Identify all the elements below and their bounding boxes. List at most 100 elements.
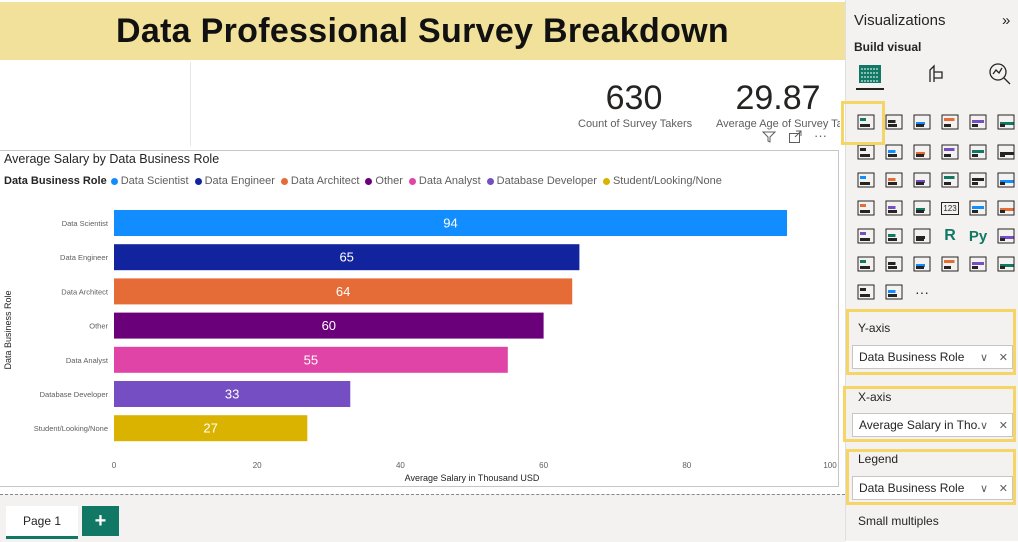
kpi-value: 29.87: [735, 79, 821, 117]
line-chart-icon[interactable]: [854, 140, 878, 164]
r-visual-icon[interactable]: R: [938, 224, 962, 248]
more-options-icon[interactable]: ···: [814, 128, 827, 143]
line-clustered-column-icon[interactable]: [966, 140, 990, 164]
data-label: 64: [336, 284, 350, 299]
category-label: Other: [89, 322, 108, 331]
gauge-icon[interactable]: [910, 196, 934, 220]
data-label: 33: [225, 387, 239, 402]
y-axis-field[interactable]: Data Business Role ∨ ✕: [852, 345, 1013, 369]
kpi-icon[interactable]: [994, 196, 1018, 220]
legend-label: Student/Looking/None: [612, 175, 722, 187]
kpi-card-count[interactable]: 630 Count of Survey Takers: [578, 78, 692, 130]
stacked-bar-chart-icon[interactable]: [854, 110, 878, 134]
clustered-column-chart-icon[interactable]: [938, 110, 962, 134]
bar[interactable]: [114, 312, 544, 339]
filled-map-icon[interactable]: [882, 196, 906, 220]
legend-item[interactable]: Data Analyst: [408, 175, 481, 187]
area-chart-icon[interactable]: [882, 140, 906, 164]
matrix-icon[interactable]: [910, 224, 934, 248]
category-label: Database Developer: [40, 390, 109, 399]
100-column-chart-icon[interactable]: [994, 110, 1018, 134]
report-title: Data Professional Survey Breakdown: [116, 11, 729, 50]
legend-swatch: [486, 177, 494, 185]
legend-swatch: [365, 177, 373, 185]
narrative-icon[interactable]: [910, 252, 934, 276]
stacked-area-chart-icon[interactable]: [910, 140, 934, 164]
qa-icon[interactable]: [882, 252, 906, 276]
chevron-down-icon[interactable]: ∨: [980, 351, 989, 364]
x-tick-label: 60: [539, 461, 548, 470]
kpi-card-age[interactable]: 29.87 Average Age of Survey Ta: [716, 78, 840, 130]
bar[interactable]: [114, 244, 580, 271]
collapse-pane-button[interactable]: »: [1002, 12, 1011, 29]
bar[interactable]: [114, 278, 573, 305]
legend-swatch: [408, 177, 416, 185]
page-tab-1[interactable]: Page 1: [6, 506, 78, 539]
scatter-chart-icon[interactable]: [910, 168, 934, 192]
legend-item[interactable]: Data Architect: [280, 175, 360, 187]
more-visuals-icon[interactable]: ···: [910, 280, 934, 304]
pie-chart-icon[interactable]: [938, 168, 962, 192]
treemap-icon[interactable]: [994, 168, 1018, 192]
line-column-chart-icon[interactable]: [938, 140, 962, 164]
legend-item[interactable]: Other: [365, 175, 403, 187]
legend-item[interactable]: Data Scientist: [110, 175, 189, 187]
metrics-icon[interactable]: [938, 252, 962, 276]
chart-title: Average Salary by Data Business Role: [4, 152, 220, 166]
build-visual-icon[interactable]: [856, 60, 884, 90]
card-icon[interactable]: 123: [938, 196, 962, 220]
python-visual-icon[interactable]: Py: [966, 224, 990, 248]
100-bar-chart-icon[interactable]: [966, 110, 990, 134]
legend-item[interactable]: Student/Looking/None: [602, 175, 722, 187]
focus-mode-icon[interactable]: [788, 130, 802, 147]
power-automate-icon[interactable]: [854, 280, 878, 304]
table-icon[interactable]: [882, 224, 906, 248]
bar[interactable]: [114, 210, 788, 236]
x-axis-field[interactable]: Average Salary in Tho... ∨ ✕: [852, 413, 1013, 437]
x-tick-label: 0: [112, 461, 117, 470]
clustered-bar-chart-icon[interactable]: [910, 110, 934, 134]
chevron-down-icon[interactable]: ∨: [980, 419, 989, 432]
remove-field-icon[interactable]: ✕: [998, 351, 1008, 364]
legend-item[interactable]: Data Engineer: [194, 175, 275, 187]
x-tick-label: 80: [682, 461, 691, 470]
funnel-chart-icon[interactable]: [882, 168, 906, 192]
page-tabs-bar: [0, 494, 845, 542]
paginated-report-icon[interactable]: [966, 252, 990, 276]
legend-field[interactable]: Data Business Role ∨ ✕: [852, 476, 1013, 500]
bar[interactable]: [114, 346, 508, 373]
key-influencers-icon[interactable]: [994, 224, 1018, 248]
remove-field-icon[interactable]: ✕: [998, 482, 1008, 495]
map-icon[interactable]: [854, 196, 878, 220]
build-visual-label: Build visual: [854, 40, 922, 54]
multi-row-card-icon[interactable]: [966, 196, 990, 220]
slicer-icon[interactable]: [854, 224, 878, 248]
legend-label: Data Scientist: [120, 175, 189, 187]
x-axis-field-name: Average Salary in Tho...: [859, 418, 980, 432]
chart-visual[interactable]: [0, 150, 839, 487]
waterfall-chart-icon[interactable]: [854, 168, 878, 192]
data-label: 65: [339, 250, 353, 265]
remove-field-icon[interactable]: ✕: [998, 419, 1008, 432]
filter-icon[interactable]: [761, 130, 777, 147]
bar[interactable]: [114, 415, 308, 442]
card-label: 123: [941, 201, 959, 215]
format-visual-icon[interactable]: [922, 60, 950, 88]
stacked-column-chart-icon[interactable]: [882, 110, 906, 134]
y-axis-label: Y-axis: [858, 321, 891, 335]
legend-label: Data Architect: [290, 175, 360, 187]
smart-narrative-icon[interactable]: [882, 280, 906, 304]
report-canvas: Data Professional Survey Breakdown 630 C…: [0, 0, 845, 542]
chevron-down-icon[interactable]: ∨: [980, 482, 989, 495]
legend-swatch: [602, 177, 610, 185]
legend-item[interactable]: Database Developer: [486, 175, 597, 187]
x-tick-label: 40: [396, 461, 405, 470]
power-apps-icon[interactable]: [994, 252, 1018, 276]
decomposition-tree-icon[interactable]: [854, 252, 878, 276]
bar[interactable]: [114, 381, 351, 407]
analytics-icon[interactable]: [986, 60, 1014, 88]
ribbon-chart-icon[interactable]: [994, 140, 1018, 164]
donut-chart-icon[interactable]: [966, 168, 990, 192]
legend-swatch: [194, 177, 202, 185]
add-page-button[interactable]: +: [82, 506, 119, 536]
